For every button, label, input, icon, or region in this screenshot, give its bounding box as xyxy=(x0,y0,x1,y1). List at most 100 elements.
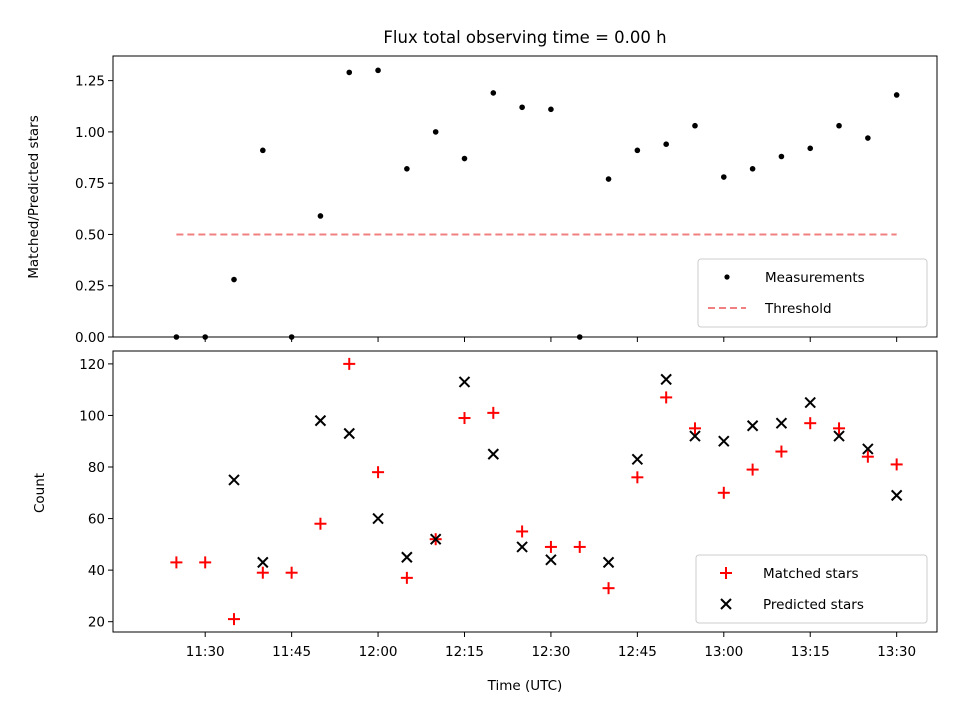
matched-star-point xyxy=(746,463,759,476)
bottom-x-tick-label: 12:00 xyxy=(359,644,398,660)
matched-star-point xyxy=(861,450,874,463)
predicted-star-point xyxy=(343,427,355,440)
legend-threshold-label: Threshold xyxy=(764,301,832,317)
predicted-star-point xyxy=(660,373,672,386)
top-y-tick-label: 0.25 xyxy=(75,279,105,295)
measurement-point xyxy=(317,213,324,219)
matched-star-point xyxy=(199,556,212,569)
top-plot-frame xyxy=(112,55,938,338)
bottom-x-axis-label: Time (UTC) xyxy=(487,678,563,694)
top-chart-title: Flux total observing time = 0.00 h xyxy=(383,28,666,47)
measurement-point xyxy=(461,155,468,162)
bottom-plot-frame xyxy=(112,350,938,633)
predicted-star-point xyxy=(516,541,528,553)
matched-star-point xyxy=(688,422,701,435)
matched-star-point xyxy=(804,417,817,430)
predicted-star-point xyxy=(429,533,442,545)
matched-star-point xyxy=(228,613,241,626)
measurement-point xyxy=(519,104,525,111)
measurement-point xyxy=(605,176,612,182)
predicted-star-point xyxy=(775,417,788,429)
bottom-y-tick-label: 80 xyxy=(88,460,105,476)
predicted-star-point xyxy=(631,453,644,465)
predicted-star-point xyxy=(804,396,816,409)
measurement-point xyxy=(893,92,900,98)
legend-measurements-swatch xyxy=(724,274,730,280)
bottom-x-tick-label: 11:45 xyxy=(272,644,311,660)
bottom-y-tick-label: 40 xyxy=(88,563,105,579)
measurement-point xyxy=(720,174,727,180)
bottom-x-tick-label: 13:30 xyxy=(877,644,916,660)
measurement-point xyxy=(260,147,266,154)
top-data-marks xyxy=(173,67,900,340)
predicted-star-point xyxy=(833,430,845,442)
matched-star-point xyxy=(544,540,557,553)
matched-star-point xyxy=(487,406,500,419)
measurement-point xyxy=(807,145,814,152)
bottom-x-tick-label: 11:30 xyxy=(186,644,225,660)
bottom-y-axis-label: Count xyxy=(32,473,48,513)
legend-matched-swatch xyxy=(720,567,732,579)
matched-star-point xyxy=(660,391,673,404)
top-y-tick-label: 0.50 xyxy=(75,227,105,243)
measurement-point xyxy=(836,122,842,129)
bottom-data-marks xyxy=(170,357,903,626)
bottom-y-ticks: 20 40 60 80 100 120 xyxy=(79,357,113,631)
bottom-legend: Matched stars Predicted stars xyxy=(695,554,928,624)
predicted-star-point xyxy=(862,443,874,455)
matched-star-point xyxy=(314,517,327,530)
top-y-axis-label: Matched/Predicted stars xyxy=(26,115,42,278)
bottom-x-tick-label: 12:45 xyxy=(618,644,657,660)
top-panel: Flux total observing time = 0.00 h Match… xyxy=(26,28,938,346)
bottom-x-tick-label: 12:30 xyxy=(531,644,570,660)
legend-matched-label: Matched stars xyxy=(763,566,859,582)
predicted-star-point xyxy=(372,512,384,525)
measurement-point xyxy=(404,166,410,172)
bottom-y-tick-label: 120 xyxy=(79,357,105,373)
measurement-point xyxy=(692,122,698,129)
measurement-point xyxy=(634,147,641,154)
legend-predicted-swatch xyxy=(720,598,732,610)
predicted-star-point xyxy=(458,376,471,388)
predicted-star-point xyxy=(545,554,557,566)
predicted-star-point xyxy=(314,414,327,427)
measurement-point xyxy=(231,276,237,283)
matched-star-point xyxy=(400,571,413,584)
measurement-point xyxy=(432,129,439,135)
legend-predicted-label: Predicted stars xyxy=(763,597,864,613)
predicted-star-point xyxy=(487,448,500,460)
predicted-star-point xyxy=(746,420,759,432)
measurement-point xyxy=(865,135,871,141)
predicted-star-point xyxy=(890,489,903,502)
matched-star-point xyxy=(890,458,903,471)
measurement-point xyxy=(375,67,381,74)
matched-star-point xyxy=(285,566,298,579)
top-y-tick-label: 0.00 xyxy=(75,330,105,346)
matched-star-point xyxy=(256,566,269,579)
top-y-ticks: 0.00 0.25 0.50 0.75 1.00 1.25 xyxy=(75,74,113,346)
matched-star-point xyxy=(573,540,586,553)
measurement-point xyxy=(548,106,554,113)
measurement-point xyxy=(778,153,785,160)
top-y-tick-label: 1.25 xyxy=(75,74,105,90)
predicted-star-point xyxy=(602,556,615,569)
predicted-star-point xyxy=(689,430,701,442)
legend-measurements-label: Measurements xyxy=(765,270,865,286)
matched-star-point xyxy=(458,412,471,425)
bottom-x-tick-label: 12:15 xyxy=(445,644,484,660)
matched-star-point xyxy=(170,556,183,569)
matched-star-point xyxy=(516,525,529,538)
matched-star-point xyxy=(717,486,730,499)
measurement-point xyxy=(490,90,497,96)
predicted-star-point xyxy=(257,556,269,569)
predicted-star-point xyxy=(718,435,730,447)
top-y-tick-label: 1.00 xyxy=(75,125,105,141)
bottom-y-tick-label: 60 xyxy=(88,512,105,528)
matched-star-point xyxy=(343,357,356,370)
predicted-star-point xyxy=(401,551,413,563)
matched-star-point xyxy=(372,466,385,479)
bottom-legend-box xyxy=(695,554,928,624)
matched-star-point xyxy=(833,422,846,435)
measurement-point xyxy=(749,166,756,172)
